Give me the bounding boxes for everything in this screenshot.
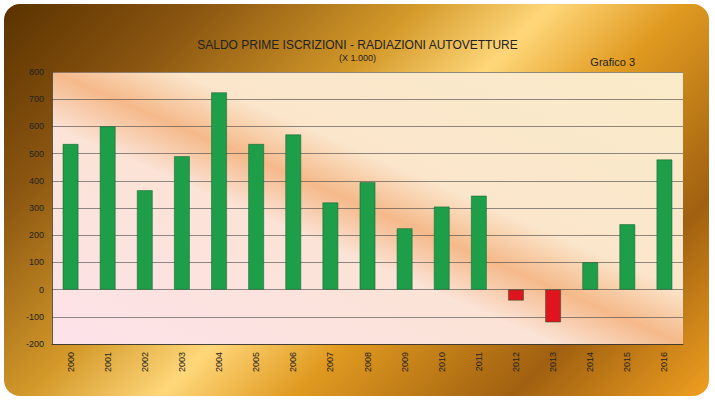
svg-text:0: 0 xyxy=(39,285,44,295)
svg-text:(X 1.000): (X 1.000) xyxy=(339,53,376,63)
svg-text:700: 700 xyxy=(29,94,44,104)
svg-text:SALDO PRIME ISCRIZIONI - RADIA: SALDO PRIME ISCRIZIONI - RADIAZIONI AUTO… xyxy=(197,38,517,52)
svg-text:200: 200 xyxy=(29,230,44,240)
svg-text:100: 100 xyxy=(29,257,44,267)
svg-text:2009: 2009 xyxy=(400,352,410,372)
svg-text:2012: 2012 xyxy=(511,352,521,372)
svg-text:2010: 2010 xyxy=(437,352,447,372)
svg-text:2001: 2001 xyxy=(103,352,113,372)
svg-text:300: 300 xyxy=(29,203,44,213)
svg-text:Grafico 3: Grafico 3 xyxy=(590,56,635,68)
svg-text:2000: 2000 xyxy=(66,352,76,372)
svg-text:-100: -100 xyxy=(26,312,44,322)
svg-text:2013: 2013 xyxy=(548,352,558,372)
svg-text:2008: 2008 xyxy=(363,352,373,372)
svg-text:2015: 2015 xyxy=(622,352,632,372)
svg-text:-200: -200 xyxy=(26,339,44,349)
svg-text:2002: 2002 xyxy=(140,352,150,372)
svg-text:2003: 2003 xyxy=(177,352,187,372)
svg-text:400: 400 xyxy=(29,176,44,186)
svg-text:800: 800 xyxy=(29,67,44,77)
svg-text:2007: 2007 xyxy=(325,352,335,372)
svg-text:2011: 2011 xyxy=(474,352,484,371)
svg-text:600: 600 xyxy=(29,121,44,131)
svg-text:2014: 2014 xyxy=(585,352,595,372)
svg-text:2005: 2005 xyxy=(251,352,261,372)
svg-text:500: 500 xyxy=(29,149,44,159)
svg-text:2004: 2004 xyxy=(214,352,224,372)
svg-text:2006: 2006 xyxy=(288,352,298,372)
svg-text:2016: 2016 xyxy=(659,352,669,372)
